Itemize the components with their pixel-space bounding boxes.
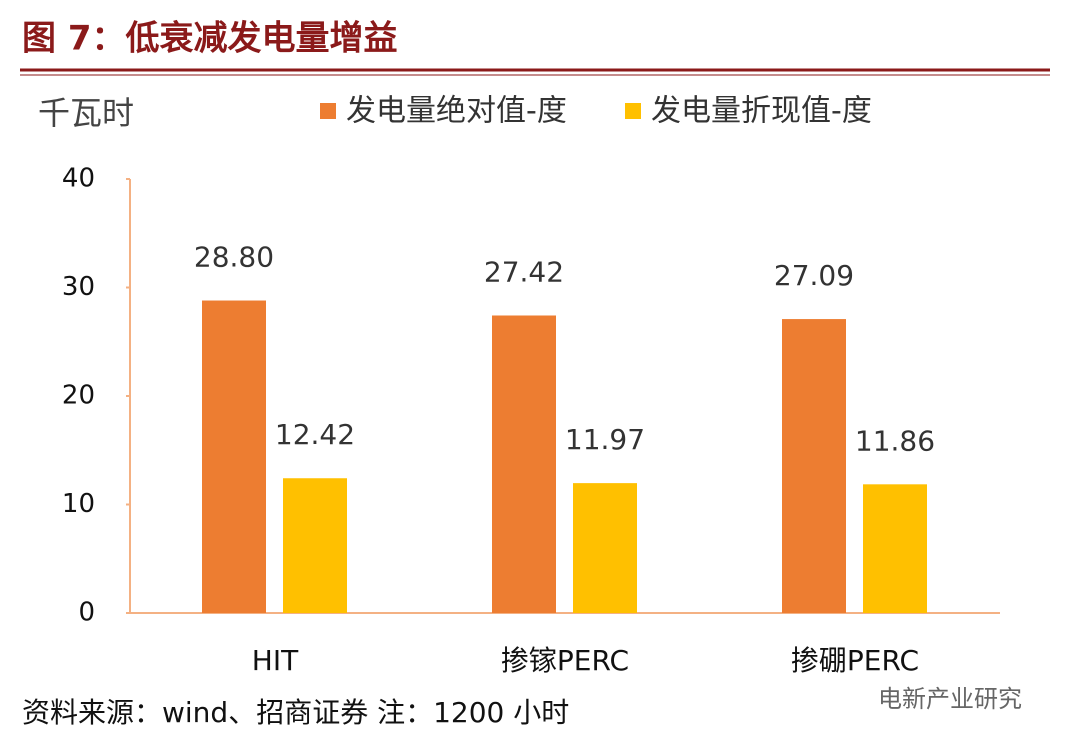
data-label: 12.42	[275, 418, 355, 451]
y-tick-label: 30	[62, 272, 95, 302]
data-label: 27.09	[774, 259, 854, 292]
bar	[492, 315, 556, 613]
y-tick-label: 10	[62, 489, 95, 519]
legend-label: 发电量折现值-度	[651, 94, 872, 129]
bar	[863, 484, 927, 613]
legend-swatch	[320, 103, 336, 119]
legend-label: 发电量绝对值-度	[346, 94, 567, 129]
y-tick-label: 40	[62, 164, 95, 194]
data-label: 27.42	[484, 255, 564, 288]
watermark: 电新产业研究	[878, 685, 1022, 713]
source-note: 资料来源：wind、招商证券 注：1200 小时	[22, 696, 569, 729]
x-tick-label: 掺镓PERC	[501, 644, 629, 677]
data-label: 11.86	[855, 424, 935, 457]
y-axis-label: 千瓦时	[38, 94, 134, 132]
chart-title: 图 7：低衰减发电量增益	[22, 19, 398, 59]
legend-swatch	[625, 103, 641, 119]
x-tick-label: HIT	[252, 644, 299, 677]
bar	[782, 319, 846, 613]
bar	[202, 300, 266, 613]
bar	[573, 483, 637, 613]
bar	[283, 478, 347, 613]
x-tick-label: 掺硼PERC	[791, 644, 919, 677]
y-tick-label: 20	[62, 381, 95, 411]
data-label: 28.80	[194, 241, 274, 274]
y-tick-label: 0	[78, 598, 95, 628]
data-label: 11.97	[565, 423, 645, 456]
